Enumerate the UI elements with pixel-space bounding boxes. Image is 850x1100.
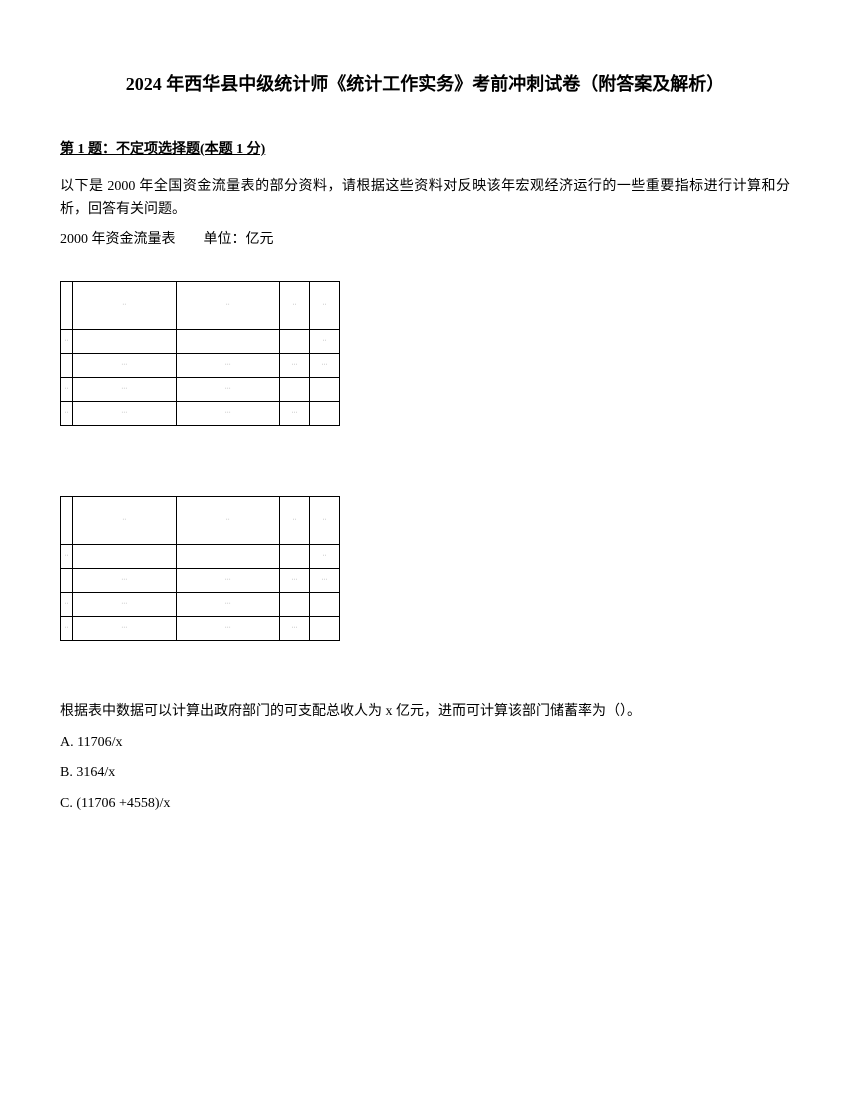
data-table-2: ········ ···· ············ ········ ····…	[60, 496, 340, 641]
table-caption: 2000 年资金流量表 单位：亿元	[60, 229, 790, 251]
question-label: 第 1 题：不定项选择题(本题 1 分)	[60, 142, 265, 157]
page-title: 2024 年西华县中级统计师《统计工作实务》考前冲刺试卷（附答案及解析）	[60, 70, 790, 99]
question-header: 第 1 题：不定项选择题(本题 1 分)	[60, 139, 790, 161]
data-table-1: ········ ···· ············ ········ ····…	[60, 281, 340, 426]
option-c: C. (11706 +4558)/x	[60, 793, 790, 815]
question-prompt: 根据表中数据可以计算出政府部门的可支配总收人为 x 亿元，进而可计算该部门储蓄率…	[60, 701, 790, 723]
question-intro-1: 以下是 2000 年全国资金流量表的部分资料，请根据这些资料对反映该年宏观经济运…	[60, 176, 790, 221]
option-b: B. 3164/x	[60, 762, 790, 784]
option-a: A. 11706/x	[60, 732, 790, 754]
